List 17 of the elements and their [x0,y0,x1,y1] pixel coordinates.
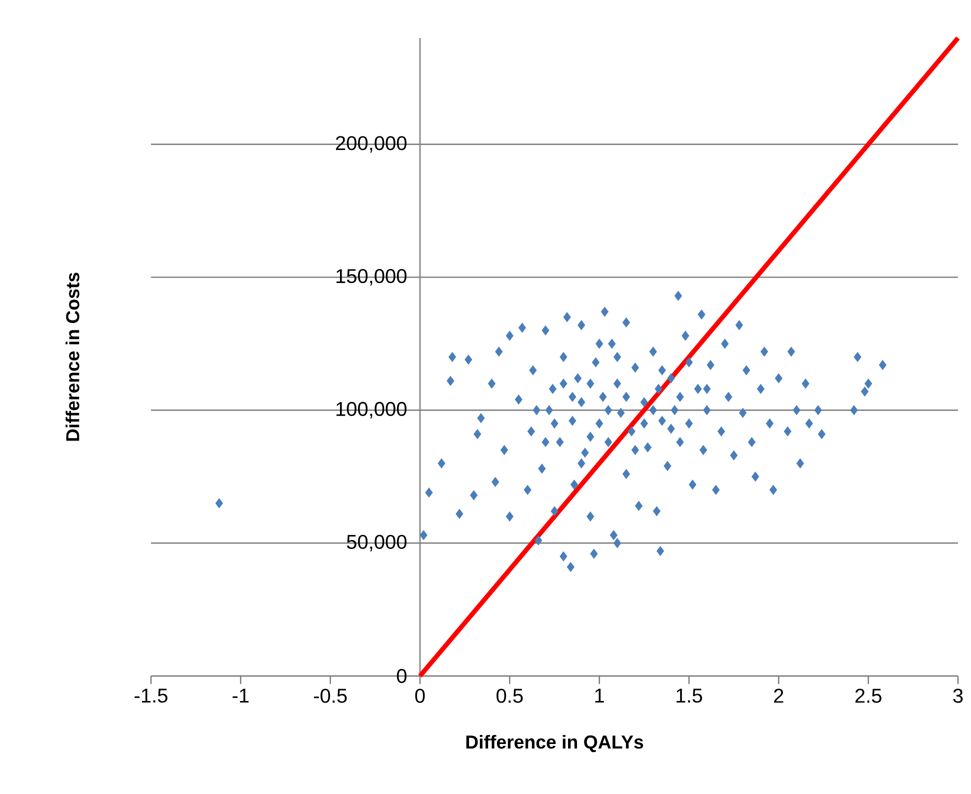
x-tick-label: -1 [232,688,249,702]
x-tick-label: 2.5 [855,688,882,703]
x-tick-label: -1.5 [134,688,168,703]
x-axis-title: Difference in QALYs [466,734,644,752]
x-tick-label: 1 [595,688,604,702]
y-tick-label: 0 [396,668,406,684]
x-tick-label: 3 [953,688,963,703]
y-tick-label: 100,000 [336,402,406,418]
x-tick-label: -0.5 [314,688,347,703]
y-axis-title: Difference in Costs [66,272,80,441]
y-tick-label: 50,000 [346,534,406,552]
y-tick-label: 150,000 [336,268,406,286]
y-tick-label: 200,000 [336,136,406,153]
x-tick-label: 2 [774,688,784,703]
x-tick-label: 0.5 [496,688,523,703]
x-tick-label: 0 [415,688,425,703]
x-tick-label: 1.5 [676,688,702,703]
